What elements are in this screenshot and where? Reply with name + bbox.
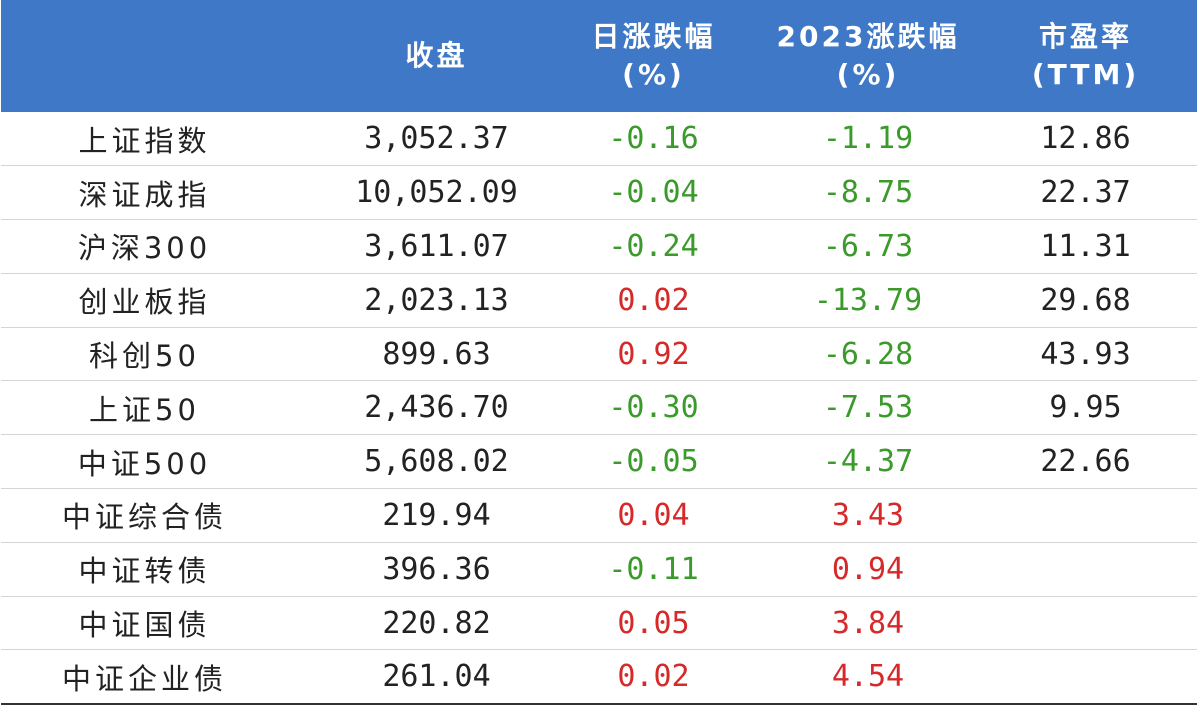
table-row: 上证指数 3,052.37 -0.16 -1.19 12.86: [1, 112, 1197, 166]
index-name-cell: 上证50: [89, 392, 200, 427]
ytd-change-cell: -8.75: [822, 175, 914, 211]
pe-ttm-cell: 9.95: [1049, 390, 1122, 426]
table-row: 中证转债 396.36 -0.11 0.94: [1, 542, 1197, 597]
ytd-change-cell: -7.53: [822, 390, 914, 426]
index-name-cell: 中证企业债: [61, 661, 227, 696]
daily-change-cell: -0.30: [608, 390, 699, 426]
pe-ttm-cell: [974, 542, 1197, 596]
header-close: 收盘: [328, 0, 545, 112]
daily-change-cell: -0.05: [608, 444, 699, 480]
pe-ttm-cell: [974, 596, 1197, 650]
daily-change-cell: 0.92: [617, 336, 690, 372]
header-name: [1, 0, 328, 112]
close-value-cell: 396.36: [382, 551, 491, 587]
daily-change-cell: 0.05: [617, 605, 690, 641]
daily-change-cell: 0.02: [617, 659, 690, 695]
header-ytd-change: 2023涨跌幅 (%): [762, 0, 974, 112]
table-row: 深证成指 10,052.09 -0.04 -8.75 22.37: [1, 166, 1197, 220]
table-row: 中证国债 220.82 0.05 3.84: [1, 596, 1197, 650]
ytd-change-cell: 3.43: [831, 497, 905, 533]
header-ytd-line2: (%): [836, 58, 900, 91]
header-ytd-line1: 2023涨跌幅: [776, 20, 960, 53]
header-pe: 市盈率 (TTM): [974, 0, 1197, 112]
index-name-cell: 中证综合债: [61, 500, 227, 535]
table-row: 中证综合债 219.94 0.04 3.43: [1, 489, 1197, 543]
header-daily-line1: 日涨跌幅: [591, 20, 716, 53]
close-value-cell: 2,436.70: [364, 390, 509, 426]
pe-ttm-cell: [974, 489, 1197, 543]
close-value-cell: 10,052.09: [355, 175, 518, 211]
ytd-change-cell: 4.54: [831, 659, 905, 695]
index-name-cell: 深证成指: [78, 177, 211, 212]
index-name-cell: 上证指数: [78, 123, 211, 158]
index-name-cell: 创业板指: [78, 285, 211, 320]
table-row: 科创50 899.63 0.92 -6.28 43.93: [1, 327, 1197, 381]
pe-ttm-cell: [974, 650, 1197, 704]
header-pe-line1: 市盈率: [1038, 20, 1132, 53]
close-value-cell: 3,611.07: [364, 228, 509, 264]
close-value-cell: 219.94: [382, 497, 491, 533]
daily-change-cell: -0.24: [608, 228, 699, 264]
pe-ttm-cell: 22.37: [1040, 175, 1131, 211]
table-header: 收盘 日涨跌幅 (%) 2023涨跌幅 (%) 市盈率 (TTM): [1, 0, 1197, 112]
ytd-change-cell: 3.84: [831, 605, 905, 641]
ytd-change-cell: 0.94: [831, 551, 905, 587]
daily-change-cell: -0.04: [608, 175, 699, 211]
ytd-change-cell: -6.73: [822, 228, 914, 264]
index-name-cell: 沪深300: [77, 231, 212, 266]
table-row: 中证500 5,608.02 -0.05 -4.37 22.66: [1, 435, 1197, 489]
ytd-change-cell: -1.19: [822, 121, 914, 157]
close-value-cell: 899.63: [382, 336, 491, 372]
close-value-cell: 2,023.13: [364, 282, 509, 318]
header-daily-change: 日涨跌幅 (%): [545, 0, 762, 112]
table-row: 沪深300 3,611.07 -0.24 -6.73 11.31: [1, 220, 1197, 274]
pe-ttm-cell: 29.68: [1040, 282, 1131, 318]
daily-change-cell: -0.11: [608, 551, 699, 587]
ytd-change-cell: -13.79: [813, 282, 923, 318]
index-name-cell: 中证国债: [78, 608, 211, 643]
pe-ttm-cell: 43.93: [1040, 336, 1131, 372]
table-row: 创业板指 2,023.13 0.02 -13.79 29.68: [1, 273, 1197, 328]
header-close-label: 收盘: [405, 39, 468, 72]
market-index-table: 收盘 日涨跌幅 (%) 2023涨跌幅 (%) 市盈率 (TTM) 上证指数 3,…: [1, 0, 1197, 705]
pe-ttm-cell: 12.86: [1040, 121, 1131, 157]
pe-ttm-cell: 11.31: [1040, 228, 1131, 264]
ytd-change-cell: -4.37: [822, 444, 914, 480]
close-value-cell: 261.04: [382, 659, 491, 695]
daily-change-cell: 0.04: [617, 497, 690, 533]
daily-change-cell: 0.02: [617, 282, 690, 318]
index-name-cell: 中证500: [77, 446, 212, 481]
ytd-change-cell: -6.28: [822, 336, 914, 372]
pe-ttm-cell: 22.66: [1040, 444, 1131, 480]
close-value-cell: 5,608.02: [364, 444, 509, 480]
table-row: 中证企业债 261.04 0.02 4.54: [1, 650, 1197, 704]
index-name-cell: 中证转债: [78, 554, 211, 589]
daily-change-cell: -0.16: [608, 121, 699, 157]
index-name-cell: 科创50: [89, 339, 200, 374]
header-daily-line2: (%): [622, 58, 685, 91]
close-value-cell: 3,052.37: [364, 121, 509, 157]
table-body: 上证指数 3,052.37 -0.16 -1.19 12.86 深证成指 10,052.09…: [1, 112, 1197, 704]
table-row: 上证50 2,436.70 -0.30 -7.53 9.95: [1, 381, 1197, 435]
close-value-cell: 220.82: [382, 605, 491, 641]
header-pe-line2: (TTM): [1031, 58, 1140, 91]
header-row: 收盘 日涨跌幅 (%) 2023涨跌幅 (%) 市盈率 (TTM): [1, 0, 1197, 112]
